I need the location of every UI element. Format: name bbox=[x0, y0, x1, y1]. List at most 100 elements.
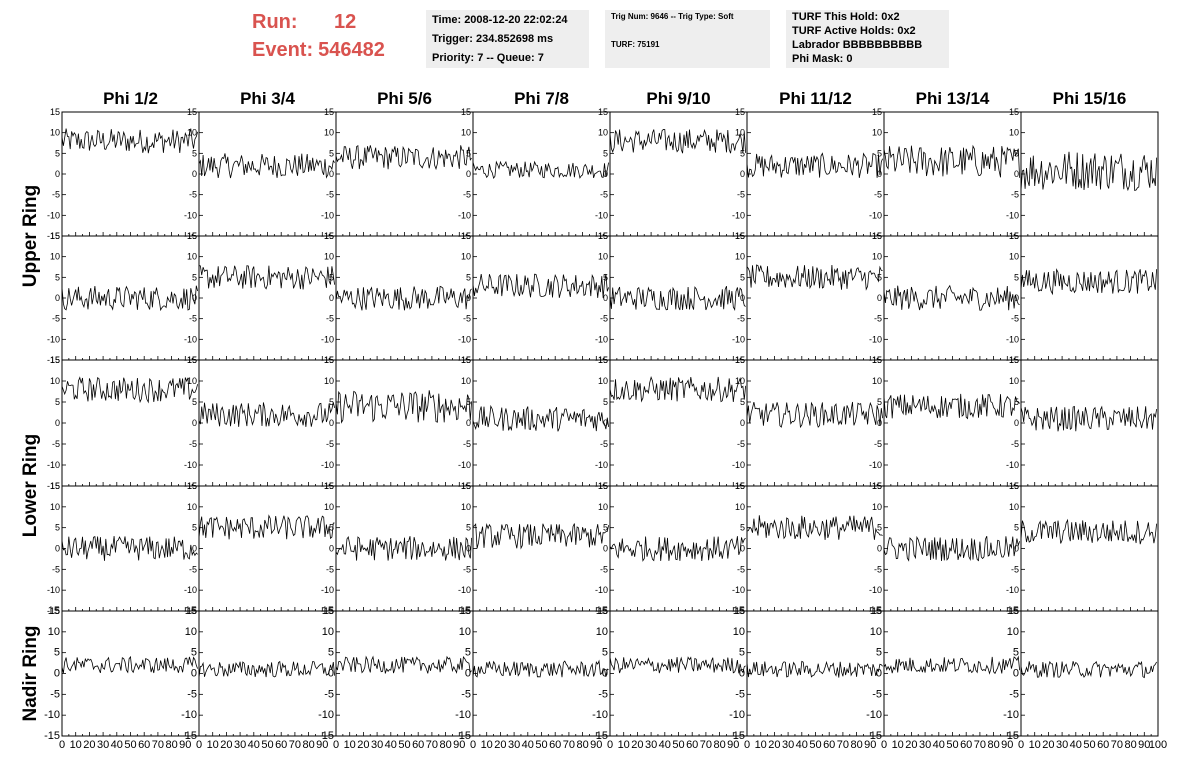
y-tick-label: 15 bbox=[187, 107, 197, 117]
x-tick-label: 90 bbox=[864, 739, 876, 751]
y-tick-label: 0 bbox=[603, 544, 608, 554]
y-tick-label: -10 bbox=[595, 460, 608, 470]
x-tick-label: 20 bbox=[83, 739, 95, 751]
event-label: Event: bbox=[252, 39, 314, 61]
y-tick-label: -15 bbox=[866, 730, 882, 742]
y-tick-label: 10 bbox=[187, 252, 197, 262]
x-tick-label: 30 bbox=[782, 739, 794, 751]
y-tick-label: 15 bbox=[50, 231, 60, 241]
y-tick-label: 10 bbox=[735, 252, 745, 262]
waveform-trace bbox=[1020, 151, 1157, 192]
x-tick-label: 90 bbox=[179, 739, 191, 751]
y-tick-label: 15 bbox=[872, 107, 882, 117]
y-tick-label: -10 bbox=[458, 334, 471, 344]
panel-frame bbox=[472, 485, 611, 612]
y-tick-label: 0 bbox=[466, 544, 471, 554]
turf-info-panel: TURF This Hold: 0x2 TURF Active Holds: 0… bbox=[786, 10, 949, 68]
waveform-trace bbox=[198, 265, 335, 290]
column-title: Phi 1/2 bbox=[103, 89, 158, 108]
y-tick-label: 0 bbox=[603, 169, 608, 179]
y-tick-label: 5 bbox=[328, 647, 334, 659]
y-tick-label: -10 bbox=[869, 334, 882, 344]
y-tick-label: 0 bbox=[739, 668, 745, 680]
panel-frame bbox=[198, 610, 337, 737]
y-tick-label: -10 bbox=[455, 709, 471, 721]
trig-num-text: Trig Num: 9646 -- Trig Type: Soft bbox=[611, 12, 734, 21]
waveform-trace bbox=[472, 523, 609, 550]
y-tick-label: 15 bbox=[187, 355, 197, 365]
x-tick-label: 60 bbox=[138, 739, 150, 751]
x-tick-label: 10 bbox=[618, 739, 630, 751]
y-tick-label: 0 bbox=[466, 418, 471, 428]
y-tick-label: -5 bbox=[189, 564, 197, 574]
waveform-trace bbox=[198, 153, 335, 179]
waveform-trace bbox=[61, 285, 198, 312]
y-tick-label: 0 bbox=[1014, 169, 1019, 179]
x-tick-label: 30 bbox=[919, 739, 931, 751]
waveform-trace bbox=[746, 264, 883, 291]
x-tick-label: 20 bbox=[1042, 739, 1054, 751]
panel-frame bbox=[746, 111, 885, 237]
x-tick-label: 50 bbox=[124, 739, 136, 751]
y-tick-label: 0 bbox=[1014, 544, 1019, 554]
y-tick-label: 0 bbox=[465, 668, 471, 680]
x-tick-label: 40 bbox=[385, 739, 397, 751]
x-tick-label: 20 bbox=[768, 739, 780, 751]
panel-frame bbox=[335, 359, 474, 487]
y-tick-label: 5 bbox=[191, 647, 197, 659]
y-tick-label: 5 bbox=[877, 397, 882, 407]
y-tick-label: -5 bbox=[52, 439, 60, 449]
waveform-trace bbox=[198, 660, 335, 678]
x-tick-label: 30 bbox=[508, 739, 520, 751]
panel-frame bbox=[198, 485, 337, 612]
y-tick-label: 0 bbox=[55, 418, 60, 428]
y-tick-label: -5 bbox=[737, 190, 745, 200]
x-tick-label: 10 bbox=[892, 739, 904, 751]
y-tick-label: 5 bbox=[740, 148, 745, 158]
y-tick-label: -5 bbox=[872, 688, 882, 700]
y-tick-label: -15 bbox=[318, 730, 334, 742]
y-tick-label: -10 bbox=[458, 210, 471, 220]
y-tick-label: 15 bbox=[324, 231, 334, 241]
y-tick-label: -10 bbox=[595, 210, 608, 220]
x-tick-label: 80 bbox=[165, 739, 177, 751]
y-tick-label: 5 bbox=[603, 397, 608, 407]
waveform-trace bbox=[198, 402, 335, 427]
y-tick-label: -10 bbox=[44, 709, 60, 721]
y-tick-label: 5 bbox=[877, 272, 882, 282]
y-tick-label: -5 bbox=[1011, 190, 1019, 200]
x-tick-label: 90 bbox=[453, 739, 465, 751]
y-tick-label: -5 bbox=[874, 314, 882, 324]
panel-frame bbox=[61, 610, 200, 737]
waveform-trace bbox=[1020, 405, 1157, 432]
ring-label: Lower Ring bbox=[20, 434, 41, 537]
y-tick-label: -10 bbox=[184, 210, 197, 220]
y-tick-label: 10 bbox=[598, 252, 608, 262]
x-tick-label: 70 bbox=[974, 739, 986, 751]
panel-frame bbox=[1020, 485, 1159, 612]
panel-frame bbox=[335, 111, 474, 237]
y-tick-label: 5 bbox=[329, 397, 334, 407]
y-tick-label: 15 bbox=[598, 107, 608, 117]
y-tick-label: 5 bbox=[54, 647, 60, 659]
panel-frame bbox=[746, 235, 885, 361]
y-tick-label: -5 bbox=[324, 688, 334, 700]
y-tick-label: 15 bbox=[1009, 355, 1019, 365]
waveform-trace bbox=[335, 390, 472, 424]
y-tick-label: -10 bbox=[729, 709, 745, 721]
x-tick-label: 40 bbox=[248, 739, 260, 751]
turf-this-hold-text: TURF This Hold: 0x2 bbox=[792, 11, 900, 23]
x-tick-label: 40 bbox=[522, 739, 534, 751]
y-tick-label: -10 bbox=[869, 460, 882, 470]
y-tick-label: -5 bbox=[326, 564, 334, 574]
y-tick-label: 0 bbox=[602, 668, 608, 680]
y-tick-label: 10 bbox=[461, 252, 471, 262]
y-tick-label: 15 bbox=[598, 355, 608, 365]
x-tick-label: 10 bbox=[1029, 739, 1041, 751]
y-tick-label: -10 bbox=[866, 709, 882, 721]
y-tick-label: -15 bbox=[592, 730, 608, 742]
column-title: Phi 7/8 bbox=[514, 89, 569, 108]
waveform-trace bbox=[609, 128, 746, 154]
waveform-trace bbox=[609, 285, 746, 312]
